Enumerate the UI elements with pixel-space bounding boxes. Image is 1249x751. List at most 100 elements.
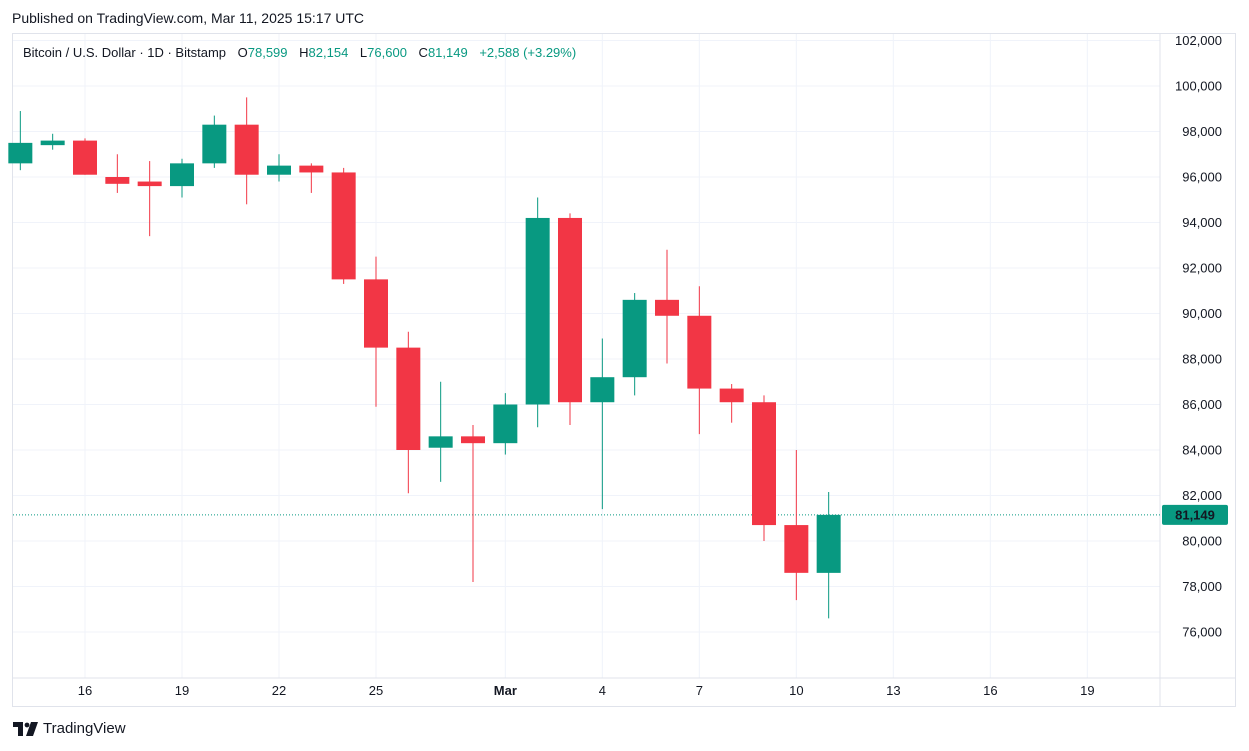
chart-legend: Bitcoin / U.S. Dollar · 1D · Bitstamp O7… xyxy=(23,45,576,60)
price-tick-label: 98,000 xyxy=(1182,124,1222,139)
time-axis: 16 19 22 25 Mar 4 7 10 13 16 19 xyxy=(78,683,1095,698)
candle[interactable] xyxy=(719,384,744,423)
price-tick-label: 100,000 xyxy=(1175,79,1222,94)
candle-body xyxy=(784,525,809,573)
tradingview-brand[interactable]: TradingView xyxy=(13,720,126,737)
candle-body xyxy=(8,142,33,164)
candle[interactable] xyxy=(655,249,679,364)
candle[interactable] xyxy=(461,424,485,582)
chart-frame[interactable] xyxy=(12,33,1236,707)
candle-body xyxy=(752,402,776,526)
candle[interactable] xyxy=(590,338,615,510)
candle-body xyxy=(558,217,582,403)
candle[interactable] xyxy=(622,293,647,396)
candle[interactable] xyxy=(331,167,356,284)
candle[interactable] xyxy=(493,393,518,455)
time-tick-label: 10 xyxy=(789,683,803,698)
candle-body xyxy=(655,299,679,316)
price-tick-label: 102,000 xyxy=(1175,33,1222,48)
time-tick-label: 19 xyxy=(1080,683,1094,698)
candle[interactable] xyxy=(170,158,194,198)
candle[interactable] xyxy=(816,491,841,619)
candle-body xyxy=(267,165,291,175)
price-tick-label: 86,000 xyxy=(1182,397,1222,412)
price-axis: 76,000 78,000 80,000 82,000 84,000 86,000 88,0… xyxy=(1175,33,1222,640)
price-tick-label: 84,000 xyxy=(1182,443,1222,458)
close-value: 81,149 xyxy=(427,45,468,60)
price-tick-label: 76,000 xyxy=(1182,625,1222,640)
candle-body xyxy=(234,124,259,175)
time-tick-label: 13 xyxy=(886,683,900,698)
close-label: C xyxy=(418,45,428,60)
high-label: H xyxy=(299,45,309,60)
candle-body xyxy=(461,436,485,444)
candle[interactable] xyxy=(784,450,809,601)
candle-body xyxy=(73,140,97,175)
tradingview-brand-label: TradingView xyxy=(43,720,126,737)
candle-body xyxy=(428,436,453,448)
published-timestamp: Published on TradingView.com, Mar 11, 20… xyxy=(12,10,365,26)
price-tick-label: 80,000 xyxy=(1182,534,1222,549)
high-value: 82,154 xyxy=(308,45,349,60)
candle-body xyxy=(396,347,421,450)
open-label: O xyxy=(237,45,248,60)
price-tick-label: 82,000 xyxy=(1182,488,1222,503)
grid xyxy=(13,34,1236,706)
candle-body xyxy=(202,124,227,164)
time-tick-label: 16 xyxy=(983,683,997,698)
candle-body xyxy=(590,377,615,403)
candle[interactable] xyxy=(558,213,582,425)
candle[interactable] xyxy=(525,197,550,428)
candle-body xyxy=(105,177,130,184)
candle[interactable] xyxy=(267,154,291,182)
time-tick-label: 16 xyxy=(78,683,92,698)
candle-body xyxy=(331,172,356,280)
time-tick-label: 7 xyxy=(696,683,703,698)
time-tick-label: 22 xyxy=(272,683,286,698)
candle[interactable] xyxy=(202,115,227,168)
price-tick-label: 78,000 xyxy=(1182,579,1222,594)
price-tick-label: 96,000 xyxy=(1182,170,1222,185)
candle[interactable] xyxy=(234,97,259,205)
candle[interactable] xyxy=(137,161,162,237)
low-label: L xyxy=(359,45,368,60)
candle-body xyxy=(137,181,162,187)
last-price-tag-label: 81,149 xyxy=(1175,507,1215,522)
price-tick-label: 92,000 xyxy=(1182,261,1222,276)
low-value: 76,600 xyxy=(367,45,407,60)
candle[interactable] xyxy=(428,381,453,482)
change-value: +2,588 (+3.29%) xyxy=(479,45,577,60)
open-value: 78,599 xyxy=(247,45,288,60)
candle[interactable] xyxy=(396,331,421,494)
last-price-tag[interactable]: 81,149 xyxy=(1162,504,1228,525)
candle-body xyxy=(170,163,194,187)
candle[interactable] xyxy=(364,256,388,407)
candle[interactable] xyxy=(73,138,97,175)
candle-body xyxy=(525,217,550,405)
candle-body xyxy=(622,299,647,378)
symbol-title[interactable]: Bitcoin / U.S. Dollar · 1D · Bitstamp xyxy=(23,45,226,60)
candle[interactable] xyxy=(8,111,33,171)
candles xyxy=(8,97,841,619)
time-tick-label: 4 xyxy=(599,683,606,698)
candle[interactable] xyxy=(40,133,65,150)
price-tick-label: 94,000 xyxy=(1182,215,1222,230)
price-tick-label: 90,000 xyxy=(1182,306,1222,321)
candle[interactable] xyxy=(299,163,324,193)
time-tick-label: 19 xyxy=(175,683,189,698)
candle-body xyxy=(364,279,388,348)
candle-body xyxy=(816,514,841,573)
candle-body xyxy=(687,315,712,389)
time-tick-label: Mar xyxy=(494,683,517,698)
time-tick-label: 25 xyxy=(369,683,383,698)
candle-body xyxy=(40,140,65,146)
candle-body xyxy=(719,388,744,403)
price-tick-label: 88,000 xyxy=(1182,352,1222,367)
last-price-tag-background xyxy=(1162,504,1228,525)
candle-body xyxy=(493,404,518,444)
candle[interactable] xyxy=(105,154,130,193)
candle[interactable] xyxy=(687,286,712,435)
candle[interactable] xyxy=(752,395,776,541)
candle-body xyxy=(299,165,324,173)
